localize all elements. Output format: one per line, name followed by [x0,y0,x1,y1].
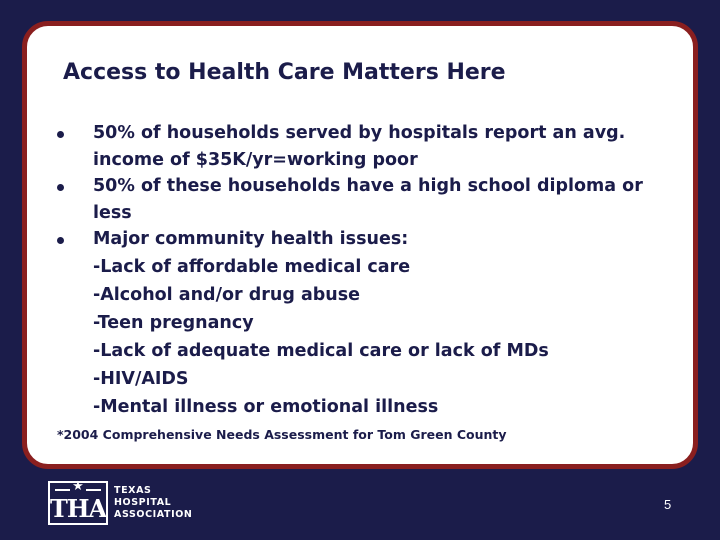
health-issue-item: -Lack of adequate medical care or lack o… [93,340,549,361]
slide-title: Access to Health Care Matters Here [63,60,506,85]
bullet-text: Major community health issues: [93,229,409,249]
health-issue-item: -Lack of affordable medical care [93,256,411,277]
logo-wordmark: TEXAS HOSPITAL ASSOCIATION [114,485,192,521]
bullet-item: 50% of these households have a high scho… [55,173,675,226]
health-issue-item: -Mental illness or emotional illness [93,396,439,417]
bullet-dot-icon [57,131,64,138]
bullet-item: Major community health issues: -Lack of … [55,226,675,421]
health-issue-item: -HIV/AIDS [93,368,189,389]
source-footnote: *2004 Comprehensive Needs Assessment for… [57,427,507,442]
bullet-dot-icon [57,237,64,244]
logo-line-association: ASSOCIATION [114,509,193,520]
logo-line-hospital: HOSPITAL [114,497,172,508]
logo-line [55,489,70,491]
health-issue-item: -Alcohol and/or drug abuse [93,284,361,305]
bullet-text: 50% of these households have a high scho… [93,176,643,223]
bullet-dot-icon [57,184,64,191]
bullet-text: 50% of households served by hospitals re… [93,123,626,170]
bullet-list: 50% of households served by hospitals re… [55,120,675,421]
tha-logo-mark: ★ THA [48,479,108,525]
bullet-item: 50% of households served by hospitals re… [55,120,675,173]
slide-content-card: Access to Health Care Matters Here 50% o… [22,21,698,469]
logo-line [86,489,101,491]
health-issues-list: -Lack of affordable medical care -Alcoho… [93,253,675,421]
logo-letters: THA [50,494,107,523]
page-number: 5 [664,497,672,512]
logo-line-texas: TEXAS [114,485,152,496]
tha-logo: ★ THA TEXAS HOSPITAL ASSOCIATION [48,480,192,526]
health-issue-item: -Teen pregnancy [93,312,254,333]
star-icon: ★ [72,479,84,494]
